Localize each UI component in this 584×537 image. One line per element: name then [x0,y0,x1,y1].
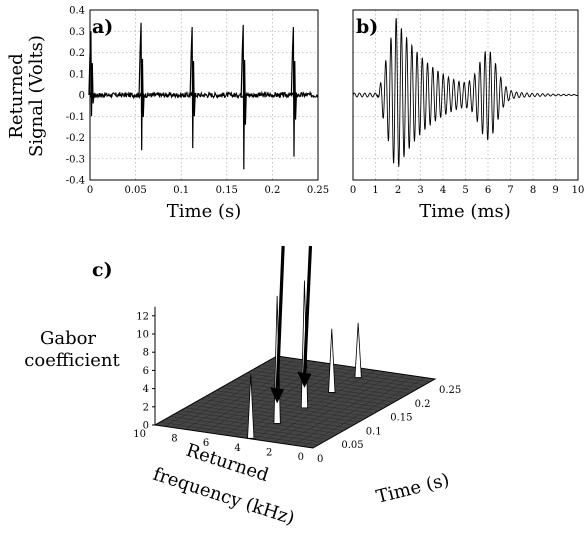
panel-c-time-tick-label: 0.15 [390,413,412,424]
panel-c-z-tick-label: 8 [143,348,149,359]
panel-a-x-tick-label: 0.25 [307,185,329,196]
panel-c-time-tick-label: 0.2 [415,399,431,410]
panel-b-x-ticks: 0 1 2 3 4 5 6 7 8 9 10 [350,185,584,196]
panel-c-frequency-ticks: 10 8 6 4 2 0 [133,429,304,463]
panel-c-zlabel-line2: coefficient [24,350,120,371]
panel-b-x-tick-label: 3 [417,185,423,196]
panel-a-label: a) [92,16,113,38]
panel-a-y-tick-label: 0.2 [69,48,85,59]
panel-a-x-tick-label: 0.05 [124,185,146,196]
panel-c-peak [328,328,336,393]
panel-a-ylabel-line2: Signal (Volts) [26,35,47,157]
panel-c-freq-tick-label: 0 [298,452,304,463]
panel-a-y-tick-label: -0.4 [66,176,85,187]
panel-a-xlabel: Time (s) [167,201,242,222]
panel-a-y-tick-label: -0.1 [66,112,85,123]
panel-c-mesh-line [303,377,426,447]
panel-b-x-tick-label: 8 [530,185,536,196]
panel-c-time-tick-label: 0 [317,454,323,465]
panel-c-z-tick-label: 0 [143,421,149,432]
panel-a-y-tick-label: 0.1 [69,69,85,80]
panel-c-z-tick-label: 10 [136,330,149,341]
panel-a-y-tick-label: 0 [79,91,85,102]
panel-b-x-tick-label: 9 [552,185,558,196]
panel-a-spike [240,24,247,170]
panel-b-x-tick-label: 2 [395,185,401,196]
panel-b-x-tick-label: 0 [350,185,356,196]
panel-b-x-tick-label: 6 [485,185,491,196]
panel-c-peak [354,322,362,378]
panel-a-x-tick-label: 0.1 [173,185,189,196]
panel-c-mesh-line [164,357,287,427]
panel-a-y-tick-label: 0.3 [69,27,85,38]
panel-c-freq-tick-label: 6 [203,438,209,449]
panel-b-x-tick-label: 10 [572,185,584,196]
panel-b-waveform [352,18,579,167]
panel-a-ylabel-line1: Returned [6,53,27,138]
panel-c-peak [247,374,255,439]
panel-c: 0 2 4 6 8 10 12 10 8 6 4 2 0 0 0.050.1 0.150.2 0.25 c)… [24,245,461,530]
panel-c-freq-tick-label: 10 [133,429,146,440]
panel-b-x-tick-label: 7 [507,185,513,196]
panel-a-spike [189,26,196,149]
panel-a: 0.40.30.20.10-0.1-0.2-0.3-0.4 0 0.05 0.1 0.… [6,6,329,223]
panel-c-time-tick-label: 0.1 [366,426,382,437]
panel-c-mesh-line [273,373,396,443]
panel-c-mesh-line [283,374,406,444]
panel-a-y-tick-label: -0.3 [66,154,85,165]
panel-c-time-label: Time (s) [374,469,451,507]
panel-b-trace [352,18,579,167]
panel-c-mesh-line [263,371,386,442]
panel-c-mesh-line [224,365,347,436]
panel-c-mesh-line [184,360,307,430]
panel-c-time-ticks: 0 0.050.1 0.150.2 0.25 [317,385,461,465]
panel-a-x-ticks: 0 0.05 0.1 0.15 0.2 0.25 [87,185,329,196]
panel-c-mesh-line [233,367,357,437]
panel-c-z-tick-label: 4 [143,384,149,395]
panel-c-freq-tick-label: 8 [171,434,177,445]
panel-c-arrow-shaft [302,245,313,376]
panel-b-label: b) [356,16,378,38]
panel-c-label: c) [92,259,113,281]
panel-c-time-tick-label: 0.25 [439,385,461,396]
panel-a-spike [138,22,145,151]
panel-c-arrow-head [297,371,312,388]
panel-b-xlabel: Time (ms) [419,201,511,222]
panel-c-freq-label-line2: frequency (kHz) [150,464,297,530]
panel-c-zlabel-line1: Gabor [40,328,96,349]
panel-c-z-tick-label: 6 [143,366,149,377]
panel-c-z-tick-label: 12 [136,311,149,322]
panel-c-freq-tick-label: 4 [234,443,240,454]
panel-c-time-tick-label: 0.05 [341,440,363,451]
panel-a-trace [88,22,319,170]
panel-a-x-tick-label: 0 [87,185,93,196]
panel-b-x-tick-label: 1 [372,185,378,196]
panel-a-y-tick-label: 0.4 [69,6,85,17]
panel-a-x-tick-label: 0.2 [264,185,280,196]
panel-c-mesh-line [253,370,376,440]
panel-a-spike [88,31,95,117]
panel-a-spike [290,26,297,157]
panel-b: 0 1 2 3 4 5 6 7 8 9 10 b) Time (ms) [350,9,584,222]
panel-c-arrow-shaft [275,245,285,392]
panel-c-arrows [270,245,313,404]
panel-c-mesh-line [194,361,317,431]
panel-b-x-tick-label: 5 [462,185,468,196]
panel-a-noise-trace [89,90,319,100]
panel-a-y-tick-label: -0.2 [66,133,85,144]
panel-c-z-ticks: 0 2 4 6 8 10 12 [136,311,155,432]
panel-c-mesh-line [293,375,416,446]
panel-c-arrow-head [270,387,285,404]
panel-c-freq-tick-label: 2 [266,447,272,458]
panel-c-z-tick-label: 2 [143,402,149,413]
panel-b-x-tick-label: 4 [440,185,446,196]
panel-a-x-tick-label: 0.15 [216,185,238,196]
panel-a-y-ticks: 0.4 0.3 0.2 0.1 0 -0.1 -0.2 -0.3 -0.4 [66,6,85,187]
